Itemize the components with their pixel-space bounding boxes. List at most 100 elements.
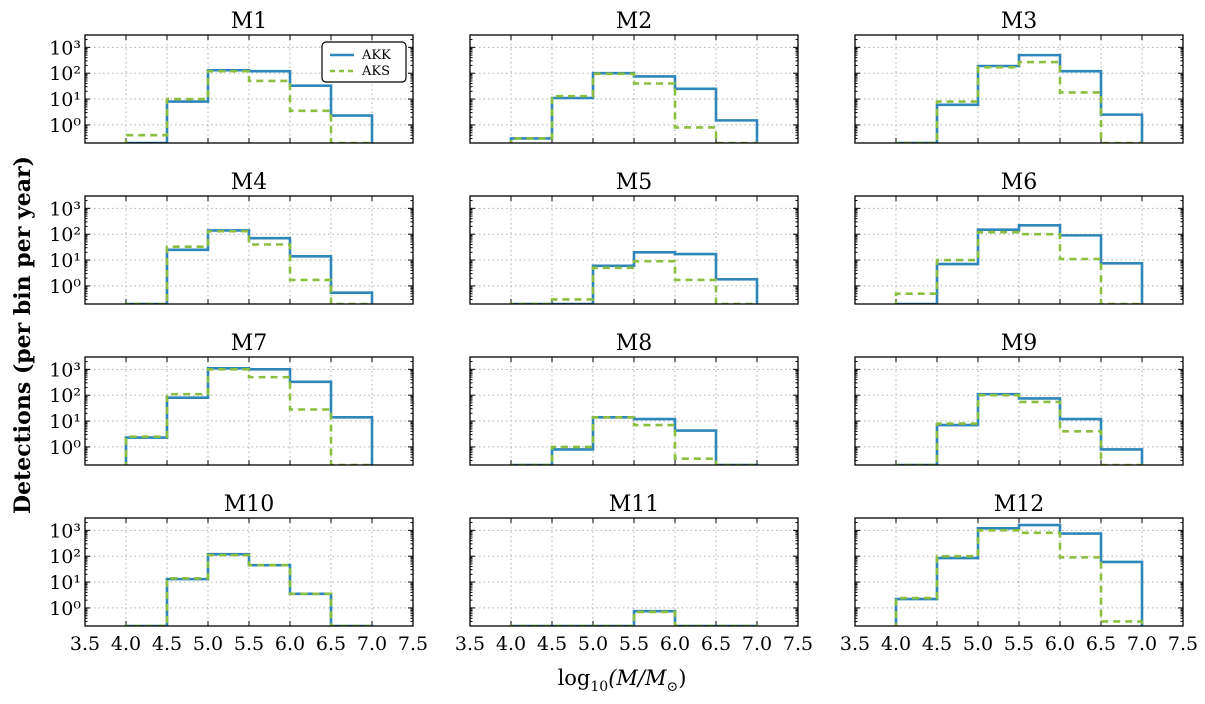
x-label-log: log	[558, 666, 591, 690]
panel-frame	[469, 34, 799, 144]
panel-m10: M10 10⁰ 10¹ 10² 10³ 3.5 4.0 4.5 5.0 5.5 6.0 6.5 7.0 7…	[49, 492, 428, 655]
y-tick-label: 10²	[49, 224, 81, 246]
y-tick-label: 10³	[49, 520, 81, 542]
series-aks-step-line	[894, 230, 1144, 304]
panel-m7: M7 10⁰ 10¹ 10² 10³	[49, 331, 414, 466]
y-tick-label: 10²	[49, 385, 81, 407]
series-aks-step-line	[124, 553, 374, 626]
panel-title: M10	[224, 492, 275, 517]
series-aks-step-line	[894, 60, 1144, 143]
x-tick-label: 7.5	[398, 633, 428, 655]
panel-frame	[84, 34, 414, 144]
x-tick-label: 7.0	[357, 633, 387, 655]
panel-frame	[469, 517, 799, 627]
x-tick-label: 4.0	[881, 633, 911, 655]
panel-frame	[84, 356, 414, 466]
x-tick-label: 7.5	[783, 633, 813, 655]
series-aks-step-line	[509, 610, 759, 626]
panel-m6: M6	[854, 170, 1184, 305]
x-tick-label: 6.5	[1086, 633, 1116, 655]
series-akk-step-line	[894, 224, 1144, 304]
x-tick-label: 7.0	[742, 633, 772, 655]
panel-title: M1	[231, 9, 268, 34]
y-tick-label: 10²	[49, 63, 81, 85]
panel-m9: M9	[854, 331, 1184, 466]
panel-frame	[854, 195, 1184, 305]
x-label-close: )	[678, 666, 686, 690]
panel-frame	[84, 195, 414, 305]
x-tick-label: 5.0	[963, 633, 993, 655]
legend-label-akk: AKK	[361, 48, 391, 63]
x-tick-label: 6.0	[275, 633, 305, 655]
panel-frame	[84, 517, 414, 627]
panel-title: M3	[1001, 9, 1038, 34]
panel-title: M12	[994, 492, 1045, 517]
y-tick-label: 10⁰	[49, 437, 81, 459]
panel-m11: M11 3.5 4.0 4.5 5.0 5.5 6.0 6.5 7.0 7.5	[455, 492, 813, 655]
series-aks-step-line	[894, 393, 1144, 465]
series-akk-step-line	[124, 366, 374, 465]
x-tick-label: 3.5	[455, 633, 485, 655]
x-label-sub: 10	[590, 679, 608, 695]
series-aks-step-line	[509, 72, 759, 143]
y-tick-label: 10²	[49, 546, 81, 568]
y-tick-label: 10¹	[49, 572, 81, 594]
panel-frame	[469, 195, 799, 305]
x-tick-label: 7.5	[1168, 633, 1198, 655]
panel-m5: M5	[469, 170, 799, 305]
panel-title: M11	[609, 492, 660, 517]
series-aks-step-line	[894, 529, 1144, 626]
panel-title: M2	[616, 9, 653, 34]
series-aks-step-line	[509, 259, 759, 304]
panel-m2: M2	[469, 9, 799, 144]
y-tick-label: 10¹	[49, 89, 81, 111]
y-tick-label: 10³	[49, 37, 81, 59]
x-tick-label: 5.5	[234, 633, 264, 655]
x-tick-label: 6.0	[660, 633, 690, 655]
x-tick-label: 7.0	[1127, 633, 1157, 655]
x-tick-label: 3.5	[840, 633, 870, 655]
panel-title: M6	[1001, 170, 1038, 195]
panel-frame	[854, 34, 1184, 144]
y-tick-label: 10¹	[49, 411, 81, 433]
x-tick-label: 4.5	[152, 633, 182, 655]
panel-frame	[469, 356, 799, 466]
series-aks-step-line	[509, 415, 759, 465]
x-tick-label: 4.5	[537, 633, 567, 655]
y-tick-label: 10⁰	[49, 115, 81, 137]
x-tick-label: 5.5	[1004, 633, 1034, 655]
panel-m8: M8	[469, 331, 799, 466]
panel-title: M7	[231, 331, 268, 356]
x-tick-label: 3.5	[70, 633, 100, 655]
y-axis-label: Detections (per bin per year)	[10, 156, 36, 514]
panel-title: M8	[616, 331, 653, 356]
series-aks-step-line	[124, 229, 374, 304]
x-tick-label: 4.0	[111, 633, 141, 655]
y-tick-label: 10¹	[49, 250, 81, 272]
panel-m12: M12 3.5 4.0 4.5 5.0 5.5 6.0 6.5 7.0 7.5	[840, 492, 1198, 655]
panel-frame	[854, 356, 1184, 466]
y-tick-label: 10⁰	[49, 598, 81, 620]
x-tick-label: 6.0	[1045, 633, 1075, 655]
panel-frame	[854, 517, 1184, 627]
y-tick-label: 10⁰	[49, 276, 81, 298]
panel-m3: M3	[854, 9, 1184, 144]
panel-title: M5	[616, 170, 653, 195]
x-tick-label: 4.0	[496, 633, 526, 655]
x-tick-label: 4.5	[922, 633, 952, 655]
x-axis-label: log10(M/M⊙)	[558, 666, 687, 695]
y-tick-label: 10³	[49, 198, 81, 220]
legend-label-aks: AKS	[361, 64, 390, 79]
series-akk-step-line	[894, 53, 1144, 143]
series-akk-step-line	[509, 609, 759, 626]
y-tick-label: 10³	[49, 359, 81, 381]
x-tick-label: 5.0	[578, 633, 608, 655]
x-label-sun-symbol: ⊙	[666, 679, 678, 695]
x-tick-label: 5.0	[193, 633, 223, 655]
panel-title: M4	[231, 170, 268, 195]
panel-title: M9	[1001, 331, 1038, 356]
